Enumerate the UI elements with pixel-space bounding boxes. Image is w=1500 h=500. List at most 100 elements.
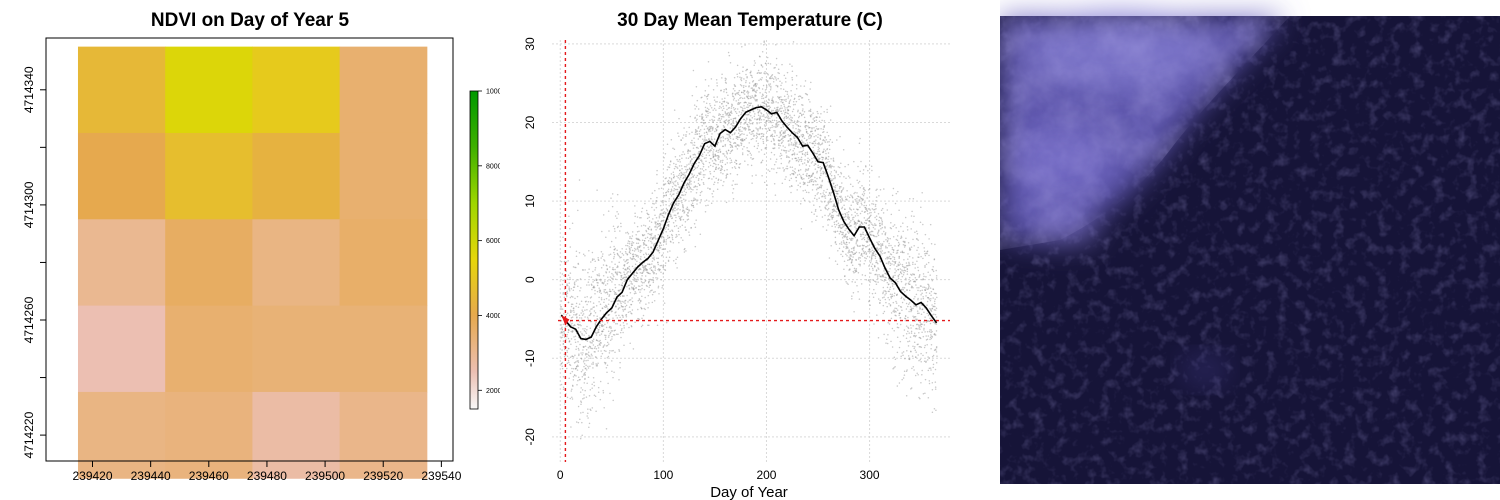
temp-point <box>888 255 891 258</box>
temp-point <box>705 131 708 134</box>
temp-point <box>842 231 844 234</box>
temp-point <box>817 150 819 153</box>
temp-point <box>703 135 706 137</box>
temp-point <box>753 60 756 62</box>
ndvi-cell <box>165 46 253 134</box>
temp-point <box>657 257 660 260</box>
temp-point <box>921 242 924 245</box>
temp-point <box>652 279 655 282</box>
temp-point <box>572 324 575 327</box>
temp-point <box>611 193 614 195</box>
temp-point <box>673 109 676 111</box>
temp-point <box>660 264 663 267</box>
temp-point <box>599 278 602 281</box>
temp-point <box>767 169 769 171</box>
temp-point <box>887 334 889 336</box>
temp-point <box>743 85 745 87</box>
temp-point <box>580 358 583 360</box>
temp-point <box>592 361 594 364</box>
temp-point <box>606 341 609 344</box>
temp-point <box>704 90 707 92</box>
temp-point <box>833 208 835 210</box>
temp-point <box>833 174 836 177</box>
temp-point <box>577 421 580 424</box>
temp-point <box>722 145 724 148</box>
temp-point <box>626 273 628 275</box>
temp-point <box>705 114 707 116</box>
temp-point <box>910 351 912 353</box>
temp-point <box>591 347 594 350</box>
temp-point <box>714 168 717 170</box>
temp-point <box>591 284 593 286</box>
temp-point <box>921 279 923 281</box>
temp-point <box>768 170 771 173</box>
temp-point <box>721 103 723 105</box>
temp-point <box>711 145 713 148</box>
temp-point <box>763 100 766 102</box>
temp-point <box>720 139 722 142</box>
temp-point <box>767 127 770 130</box>
temp-point <box>727 102 729 105</box>
temp-point <box>578 314 581 317</box>
temp-point <box>628 246 630 248</box>
temp-point <box>616 249 618 251</box>
temp-point <box>814 142 817 145</box>
temp-point <box>654 214 656 217</box>
temp-point <box>840 253 842 256</box>
temp-point <box>794 141 796 144</box>
temp-point <box>871 203 873 205</box>
temp-point <box>725 177 727 179</box>
temp-point <box>819 157 821 159</box>
temp-point <box>923 311 925 313</box>
temp-point <box>641 317 643 319</box>
temp-point <box>780 162 783 165</box>
temp-point <box>846 282 848 284</box>
temp-point <box>841 231 843 233</box>
temp-point <box>894 274 896 277</box>
temp-point <box>913 245 915 247</box>
temp-point <box>875 273 877 276</box>
temp-point <box>645 209 648 212</box>
temp-point <box>803 199 806 202</box>
temp-point <box>616 271 618 273</box>
temp-point <box>645 252 647 254</box>
temp-point <box>632 255 635 258</box>
temp-point <box>908 261 910 264</box>
temp-point <box>717 119 719 121</box>
temp-point <box>903 267 906 269</box>
temp-point <box>731 184 733 186</box>
temp-point <box>897 280 899 283</box>
temp-point <box>778 142 780 145</box>
temp-point <box>662 219 665 222</box>
temp-point <box>734 110 737 113</box>
temp-point <box>610 300 612 303</box>
temp-point <box>587 365 589 368</box>
temp-point <box>823 190 825 192</box>
temp-point <box>684 188 686 190</box>
temp-point <box>783 119 786 121</box>
temp-point <box>693 137 695 139</box>
temp-point <box>674 156 677 158</box>
temp-point <box>693 222 696 225</box>
temp-point <box>715 101 717 103</box>
temp-point <box>782 124 784 126</box>
temp-point <box>771 77 774 79</box>
temp-point <box>640 249 643 252</box>
temp-point <box>854 236 857 239</box>
temp-point <box>771 167 773 170</box>
temp-point <box>763 43 765 46</box>
temp-point <box>691 142 693 144</box>
temp-point <box>729 62 732 64</box>
temp-point <box>826 141 829 143</box>
temp-point <box>895 238 898 241</box>
temp-point <box>656 196 658 199</box>
temp-point <box>565 338 567 340</box>
temp-point <box>828 141 830 143</box>
temp-point <box>603 289 605 291</box>
temp-point <box>653 259 656 261</box>
temp-point <box>770 121 772 124</box>
temp-point <box>884 252 887 254</box>
temp-point <box>817 164 819 167</box>
temp-point <box>598 279 601 281</box>
temp-point <box>759 126 761 128</box>
